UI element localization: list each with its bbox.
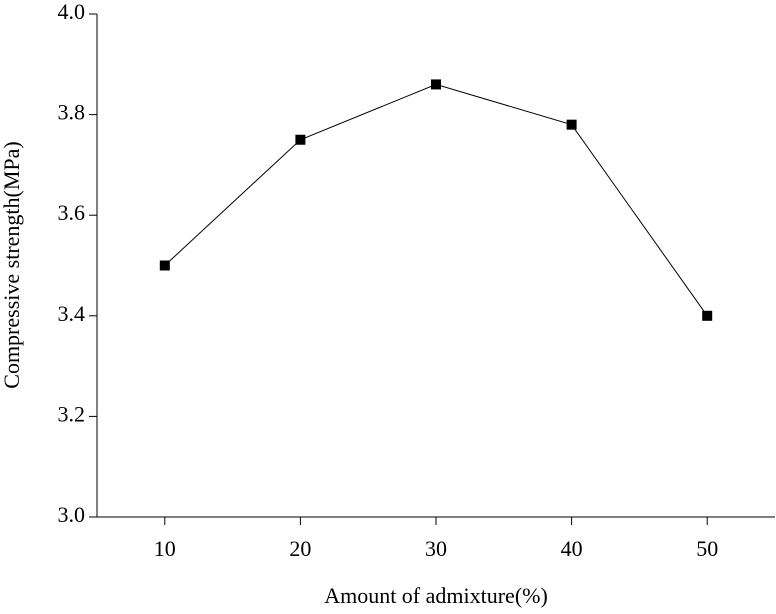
y-tick-label: 3.0 <box>58 502 86 527</box>
y-tick-label: 3.6 <box>58 200 86 225</box>
data-point <box>159 260 170 271</box>
x-tick-label: 40 <box>561 536 583 561</box>
y-tick-label: 3.8 <box>58 100 86 125</box>
data-point <box>431 79 441 90</box>
x-tick-label: 50 <box>696 536 718 561</box>
y-tick-label: 3.4 <box>58 301 86 326</box>
x-axis-title: Amount of admixture(%) <box>324 583 548 608</box>
data-line <box>164 83 708 317</box>
y-tick-label: 3.2 <box>58 401 86 426</box>
x-tick-label: 10 <box>154 536 176 561</box>
x-tick-label: 20 <box>289 536 311 561</box>
data-point <box>295 134 306 145</box>
x-tick-label: 30 <box>425 536 447 561</box>
y-axis-title: Compressive strength(MPa) <box>0 141 24 388</box>
data-point <box>566 119 577 130</box>
data-point <box>702 310 713 321</box>
y-tick-label: 4.0 <box>58 0 86 24</box>
